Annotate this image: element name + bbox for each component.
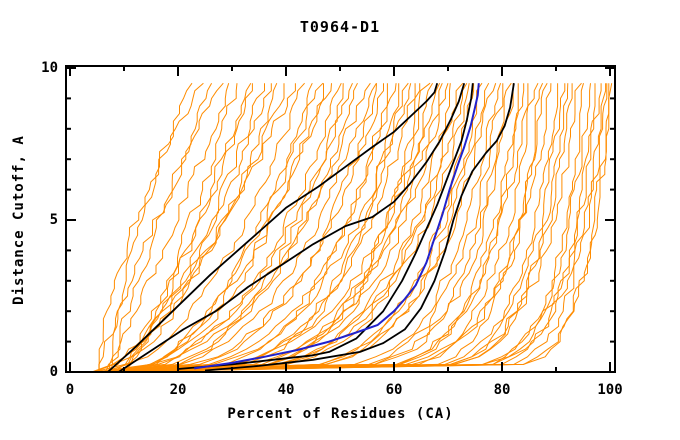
ensemble-curve: [117, 83, 475, 373]
ensemble-curve: [110, 82, 213, 373]
ensemble-curve: [112, 83, 384, 373]
y-tick-label: 10: [41, 60, 58, 76]
ensemble-curve: [100, 83, 613, 373]
ensemble-curve: [104, 82, 377, 373]
ensemble-curve: [98, 82, 371, 373]
x-tick-label: 20: [169, 382, 187, 398]
ensemble-curve: [119, 83, 552, 373]
ensemble-curve: [94, 82, 353, 373]
ensemble-curve: [93, 82, 305, 373]
ensemble-curve: [122, 83, 253, 373]
ensemble-curve: [97, 83, 497, 373]
ensemble-curve: [98, 83, 451, 373]
ensemble-curve: [109, 82, 512, 373]
ensemble-curve: [103, 82, 278, 373]
ensemble-curve: [99, 82, 441, 373]
ensemble-curve: [104, 83, 502, 373]
ensemble-curve: [123, 83, 332, 373]
ensemble-curve: [113, 83, 400, 373]
ensemble-curve: [122, 83, 388, 373]
ensemble-curve: [100, 82, 342, 373]
best-model: [194, 83, 480, 370]
ensemble-curve: [110, 83, 566, 373]
ensemble-curve: [97, 82, 582, 373]
ensemble-curve: [98, 82, 443, 373]
ensemble-curve: [101, 83, 584, 373]
highlight-model-1: [107, 82, 439, 373]
ensemble-curve: [115, 83, 573, 373]
ensemble-curve: [91, 83, 272, 373]
ensemble-curve: [106, 83, 344, 373]
ensemble-curve: [122, 82, 539, 373]
highlight-model-2: [118, 82, 466, 373]
ensemble-curve: [107, 83, 377, 373]
ensemble-curve: [105, 83, 230, 373]
ensemble-curve: [98, 83, 608, 373]
ensemble-curve: [116, 82, 544, 373]
ensemble-curve: [109, 82, 464, 373]
x-axis-label: Percent of Residues (CA): [227, 406, 454, 422]
ensemble-curve: [98, 82, 224, 372]
ensemble-curve: [92, 83, 504, 373]
ensemble-curve: [107, 83, 607, 373]
y-axis-label: Distance Cutoff, A: [11, 135, 27, 305]
ensemble-curve: [106, 83, 324, 373]
ensemble-curve: [115, 82, 483, 373]
ensemble-curve: [120, 83, 559, 373]
chart-title: T0964-D1: [299, 18, 381, 36]
ensemble-curve: [119, 83, 596, 373]
x-tick-label: 40: [277, 382, 295, 398]
ensemble-curve: [112, 83, 238, 373]
plot-frame: [65, 65, 616, 373]
x-tick-label: 0: [65, 382, 75, 398]
ensemble-curve: [113, 82, 358, 373]
y-tick-label: 5: [49, 212, 58, 228]
y-tick-label: 0: [49, 364, 58, 380]
x-tick-label: 60: [385, 382, 403, 398]
ensemble-curve: [122, 82, 313, 373]
ensemble-curve: [114, 82, 324, 373]
ensemble-curve: [93, 83, 470, 373]
ensemble-curve: [110, 83, 602, 373]
ensemble-curve: [115, 83, 519, 373]
ensemble-curve: [118, 83, 416, 373]
ensemble-curve: [98, 82, 204, 372]
ensemble-curve: [108, 82, 468, 373]
ensemble-curve: [98, 82, 434, 373]
ensemble-curve: [123, 83, 449, 373]
ensemble-curve: [103, 83, 529, 373]
ensemble-curve: [111, 83, 569, 373]
x-tick-label: 80: [493, 382, 511, 398]
x-tick-label: 100: [597, 382, 623, 398]
highlight-model-3: [177, 83, 474, 370]
highlight-model-4: [204, 83, 515, 372]
ensemble-curve: [104, 83, 265, 373]
